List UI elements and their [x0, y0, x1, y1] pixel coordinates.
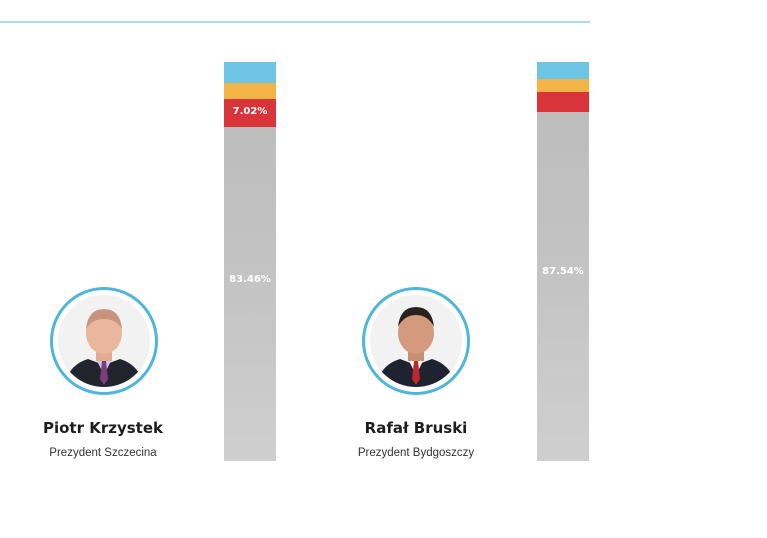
bar-segment [537, 92, 589, 112]
bar-segment [224, 127, 276, 461]
candidate-name: Piotr Krzystek [42, 419, 163, 437]
result-bar: 87.54% [537, 62, 589, 461]
candidate-name: Rafał Bruski [364, 419, 468, 437]
avatar [58, 295, 150, 387]
bar-segment [537, 62, 589, 79]
candidate-photo [50, 287, 158, 395]
bar-segment-label: 7.02% [232, 106, 268, 117]
bar-segment [537, 79, 589, 92]
candidate-role: Prezydent Bydgoszczy [357, 447, 475, 459]
bar-segment [224, 83, 276, 99]
bar-segment [537, 112, 589, 461]
candidate-photo [362, 287, 470, 395]
result-bar: 7.02% 83.46% [224, 62, 276, 461]
bar-segment [224, 62, 276, 83]
bar-segment-label: 83.46% [229, 274, 271, 285]
bar-segment-label: 87.54% [542, 266, 584, 277]
candidate-role: Prezydent Szczecina [49, 447, 157, 459]
top-divider [0, 21, 590, 23]
bar-segment [224, 99, 276, 127]
avatar [370, 295, 462, 387]
